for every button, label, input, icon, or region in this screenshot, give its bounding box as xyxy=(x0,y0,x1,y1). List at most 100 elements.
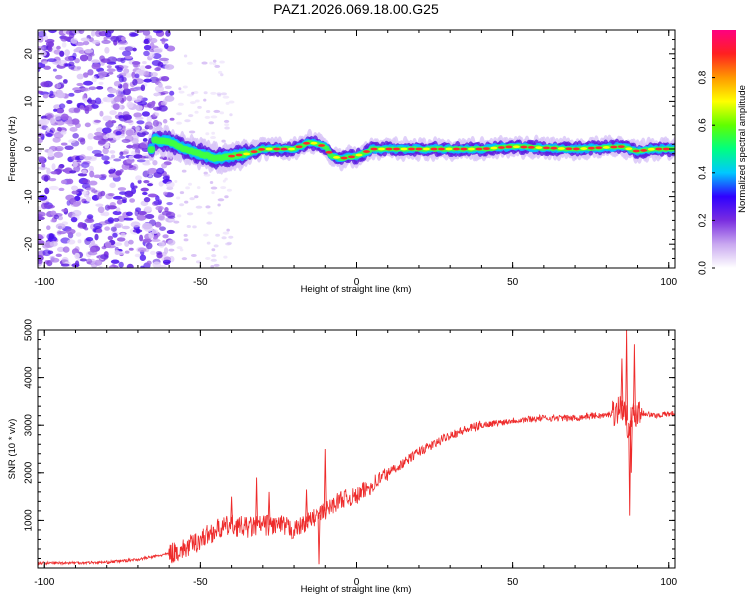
noise-blob xyxy=(154,112,160,116)
noise-blob xyxy=(196,186,201,190)
noise-blob xyxy=(116,207,121,212)
noise-blob xyxy=(107,217,115,224)
figure-title: PAZ1.2026.069.18.00.G25 xyxy=(273,1,439,17)
noise-blob xyxy=(165,30,171,37)
noise-blob xyxy=(85,237,94,242)
noise-blob xyxy=(164,64,175,70)
noise-blob xyxy=(95,203,104,207)
noise-blob xyxy=(145,242,153,250)
noise-blob xyxy=(66,99,73,105)
noise-blob xyxy=(42,243,51,249)
noise-blob xyxy=(38,194,48,201)
noise-blob xyxy=(162,119,168,124)
noise-blob xyxy=(94,131,103,136)
noise-blob xyxy=(129,32,139,37)
noise-blob xyxy=(166,201,173,206)
noise-blob xyxy=(185,186,190,190)
noise-blob xyxy=(211,254,217,258)
noise-blob xyxy=(135,116,144,120)
noise-blob xyxy=(140,84,146,92)
noise-blob xyxy=(225,242,232,246)
noise-blob xyxy=(114,242,123,247)
noise-blob xyxy=(87,250,98,256)
noise-blob xyxy=(44,187,50,195)
noise-blob xyxy=(125,129,134,137)
noise-blob xyxy=(103,160,111,165)
noise-blob xyxy=(118,75,124,83)
signal-peak xyxy=(400,147,408,151)
noise-blob xyxy=(146,260,152,266)
noise-blob xyxy=(158,105,168,112)
signal-peak xyxy=(602,146,610,149)
signal-peak xyxy=(490,146,498,150)
noise-blob xyxy=(77,173,88,177)
signal-peak xyxy=(565,147,573,151)
noise-blob xyxy=(153,30,163,34)
noise-blob xyxy=(178,90,185,94)
noise-blob xyxy=(210,115,218,119)
noise-blob xyxy=(38,63,41,69)
noise-blob xyxy=(134,86,143,92)
noise-blob xyxy=(142,162,151,166)
noise-blob xyxy=(151,100,156,106)
noise-blob xyxy=(114,249,120,255)
noise-blob xyxy=(188,182,193,186)
noise-blob xyxy=(53,151,64,158)
noise-blob xyxy=(176,196,181,200)
signal-peak xyxy=(625,147,633,151)
noise-blob xyxy=(74,252,80,260)
noise-blob xyxy=(110,120,117,124)
noise-blob xyxy=(158,213,165,221)
noise-blob xyxy=(65,228,76,235)
noise-blob xyxy=(188,114,194,118)
noise-blob xyxy=(159,226,166,231)
spectrogram-x-tick-label: 100 xyxy=(660,277,677,288)
noise-blob xyxy=(40,81,49,87)
noise-blob xyxy=(115,170,122,176)
noise-blob xyxy=(168,248,175,252)
noise-blob xyxy=(119,191,127,195)
noise-blob xyxy=(97,191,103,197)
noise-blob xyxy=(88,165,94,173)
noise-blob xyxy=(54,74,63,80)
noise-blob xyxy=(122,82,129,90)
noise-blob xyxy=(72,161,78,168)
noise-blob xyxy=(229,113,233,117)
noise-blob xyxy=(211,248,216,252)
noise-blob xyxy=(181,169,187,173)
noise-blob xyxy=(139,155,147,159)
noise-blob xyxy=(166,229,175,235)
signal-peak xyxy=(437,147,445,151)
noise-blob xyxy=(193,90,199,94)
noise-blob xyxy=(96,85,104,90)
noise-blob xyxy=(182,85,188,89)
noise-blob xyxy=(194,110,199,114)
noise-blob xyxy=(139,65,146,71)
noise-blob xyxy=(55,253,62,258)
noise-blob xyxy=(62,246,70,253)
colorbar-ticks: 0.0 0.2 0.4 0.6 0.8 xyxy=(698,70,715,275)
noise-blob xyxy=(86,99,92,103)
noise-blob xyxy=(205,256,211,260)
noise-blob xyxy=(102,127,112,134)
noise-blob xyxy=(53,108,58,112)
noise-blob xyxy=(122,111,130,116)
noise-blob xyxy=(107,88,118,94)
noise-blob xyxy=(87,69,94,76)
noise-blob xyxy=(99,173,107,179)
noise-blob xyxy=(69,126,78,132)
noise-blob xyxy=(49,241,58,247)
noise-blob xyxy=(65,194,75,201)
noise-blob xyxy=(210,258,217,262)
noise-blob xyxy=(129,198,136,203)
noise-blob xyxy=(112,232,118,238)
noise-blob xyxy=(50,210,57,216)
noise-blob xyxy=(93,174,102,179)
noise-blob xyxy=(56,45,61,50)
noise-blob xyxy=(60,142,68,146)
noise-blob xyxy=(72,209,82,217)
noise-blob xyxy=(103,96,114,103)
noise-blob xyxy=(56,169,61,176)
